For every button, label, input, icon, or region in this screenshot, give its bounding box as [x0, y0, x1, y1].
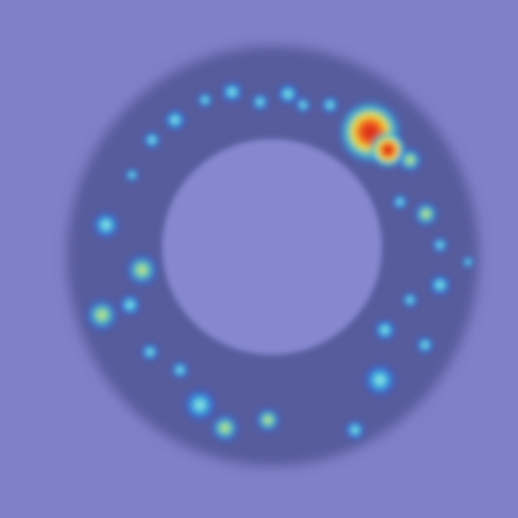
hotspot [391, 193, 409, 211]
hotspot [294, 96, 312, 114]
hotspot [344, 419, 366, 441]
hotspot [196, 91, 214, 109]
hotspot [412, 200, 440, 228]
hotspot [362, 362, 398, 398]
ring-hole [162, 139, 382, 355]
hotspot [401, 291, 419, 309]
hotspot [461, 255, 475, 269]
hotspot [431, 236, 449, 254]
hotspot [254, 406, 282, 434]
hotspot [220, 80, 244, 104]
hotspot [84, 297, 120, 333]
hotspot [276, 82, 300, 106]
hotspot [170, 360, 190, 380]
hotspot [250, 92, 270, 112]
hotspot [428, 273, 452, 297]
hotspot [124, 167, 140, 183]
hotspot [142, 130, 162, 150]
hotspot [373, 318, 397, 342]
hotspot [320, 95, 340, 115]
hotspot [415, 335, 435, 355]
hotspot [396, 146, 424, 174]
hotspot [91, 210, 121, 240]
hotspot [124, 252, 160, 288]
hotspots [84, 80, 475, 444]
hotspot [140, 342, 160, 362]
hotspot [182, 387, 218, 423]
hotspot [209, 412, 241, 444]
hotspot [163, 108, 187, 132]
hotspot [118, 293, 142, 317]
